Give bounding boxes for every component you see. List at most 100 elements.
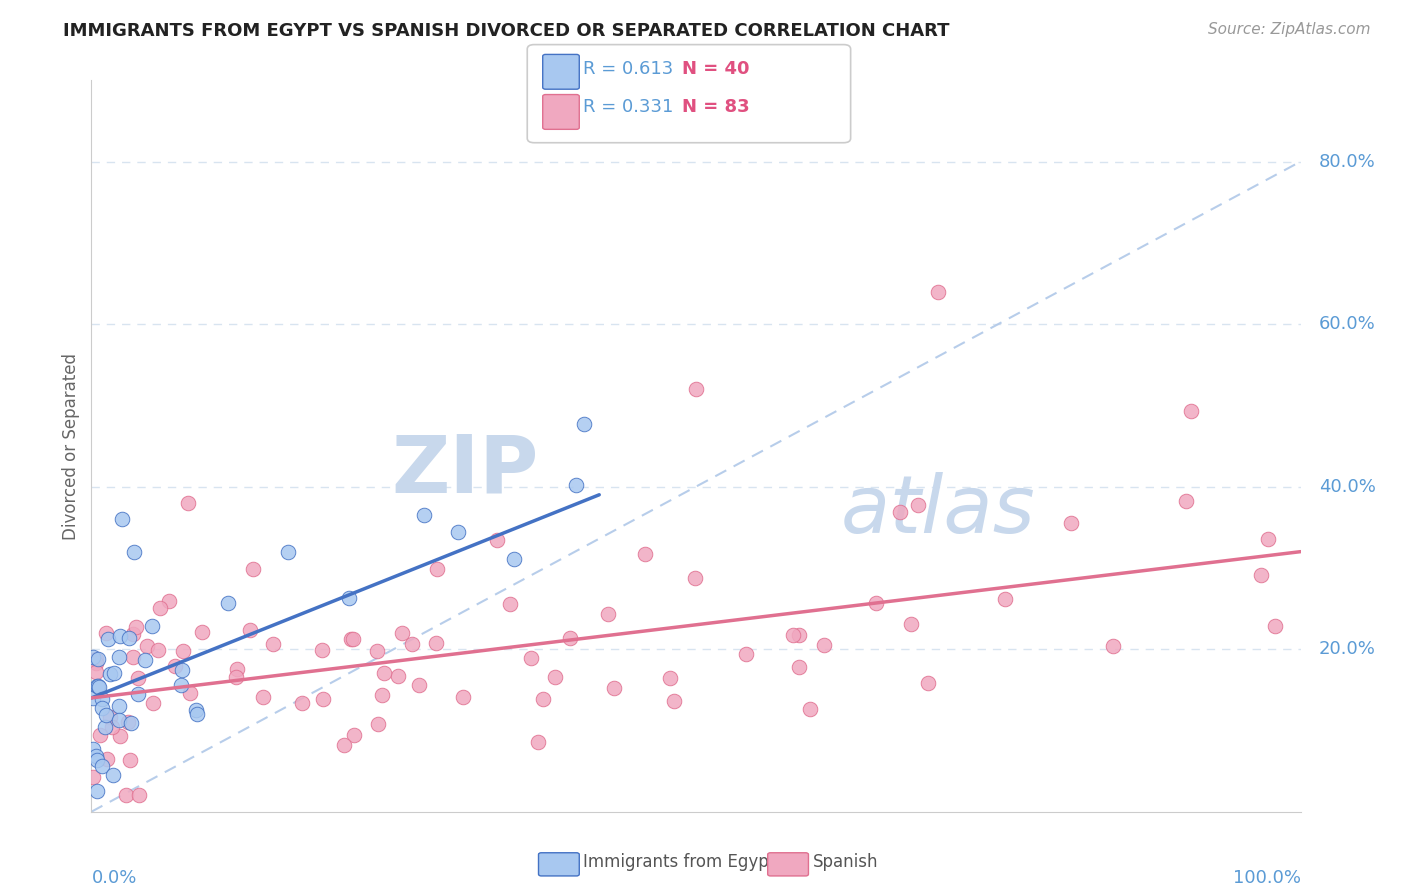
Point — [122, 626, 145, 640]
Point — [96, 752, 118, 766]
Point — [108, 713, 131, 727]
Point — [84, 652, 107, 666]
Text: N = 40: N = 40 — [682, 60, 749, 78]
Point — [90, 701, 112, 715]
Point — [1180, 403, 1202, 417]
Point — [596, 607, 619, 621]
Point — [141, 619, 163, 633]
Point — [734, 647, 756, 661]
Point — [149, 601, 172, 615]
Text: 80.0%: 80.0% — [1319, 153, 1375, 170]
Point — [602, 681, 624, 695]
Point — [94, 721, 117, 735]
Point — [387, 669, 409, 683]
Point — [1102, 639, 1125, 653]
Point — [115, 789, 138, 803]
Point — [177, 496, 200, 510]
Point — [1250, 567, 1272, 582]
Point — [333, 738, 356, 752]
Point — [82, 691, 104, 706]
Point — [128, 789, 150, 803]
Point — [225, 662, 247, 676]
Point — [98, 666, 121, 681]
Point — [82, 742, 104, 756]
Point — [664, 694, 686, 708]
Point — [91, 758, 114, 772]
Point — [127, 687, 149, 701]
Point — [527, 735, 550, 749]
Point — [90, 692, 112, 706]
Point — [391, 625, 413, 640]
Point — [186, 706, 208, 721]
Point — [107, 698, 129, 713]
Y-axis label: Divorced or Separated: Divorced or Separated — [62, 352, 80, 540]
Point — [544, 670, 567, 684]
Point — [572, 417, 595, 432]
Point — [122, 544, 145, 558]
Point — [142, 696, 165, 710]
Point — [1264, 619, 1286, 633]
Point — [1059, 516, 1081, 530]
Point — [565, 477, 588, 491]
Point — [87, 652, 110, 666]
Point — [799, 702, 821, 716]
Point — [367, 716, 389, 731]
Point — [252, 690, 274, 704]
Point — [118, 753, 141, 767]
Point — [84, 665, 107, 679]
Point — [787, 660, 810, 674]
Point — [87, 680, 110, 694]
Point — [782, 627, 804, 641]
Point — [865, 596, 887, 610]
Point — [447, 525, 470, 540]
Point — [103, 768, 125, 782]
Point — [117, 631, 139, 645]
Point — [179, 686, 201, 700]
Text: ZIP: ZIP — [391, 432, 538, 509]
Point — [94, 707, 117, 722]
Point — [89, 728, 111, 742]
Point — [659, 671, 682, 685]
Point — [111, 512, 132, 526]
Point — [917, 675, 939, 690]
Point — [134, 653, 156, 667]
Point — [370, 688, 392, 702]
Point — [98, 710, 121, 724]
Point — [373, 665, 395, 680]
Point — [994, 591, 1017, 606]
Point — [148, 643, 170, 657]
Text: 60.0%: 60.0% — [1319, 315, 1375, 333]
Point — [84, 656, 107, 670]
Point — [172, 663, 194, 677]
Point — [86, 679, 108, 693]
Point — [170, 678, 193, 692]
Text: 40.0%: 40.0% — [1319, 477, 1375, 496]
Point — [86, 784, 108, 798]
Point — [1174, 494, 1197, 508]
Point — [502, 552, 524, 566]
Point — [426, 562, 449, 576]
Text: 20.0%: 20.0% — [1319, 640, 1375, 658]
Point — [117, 715, 139, 730]
Point — [262, 637, 284, 651]
Text: 100.0%: 100.0% — [1233, 869, 1301, 887]
Text: Immigrants from Egypt: Immigrants from Egypt — [583, 853, 776, 871]
Point — [685, 382, 707, 396]
Text: N = 83: N = 83 — [682, 98, 749, 116]
Text: IMMIGRANTS FROM EGYPT VS SPANISH DIVORCED OR SEPARATED CORRELATION CHART: IMMIGRANTS FROM EGYPT VS SPANISH DIVORCE… — [63, 22, 950, 40]
Point — [634, 547, 657, 561]
Point — [239, 623, 262, 637]
Point — [531, 692, 554, 706]
Point — [110, 730, 132, 744]
Point — [122, 650, 145, 665]
Point — [889, 505, 911, 519]
Point — [412, 508, 434, 522]
Point — [366, 644, 388, 658]
Point — [558, 631, 581, 645]
Text: 0.0%: 0.0% — [91, 869, 136, 887]
Point — [108, 649, 131, 664]
Point — [498, 597, 520, 611]
Point — [97, 632, 120, 647]
Point — [787, 628, 810, 642]
Point — [86, 753, 108, 767]
